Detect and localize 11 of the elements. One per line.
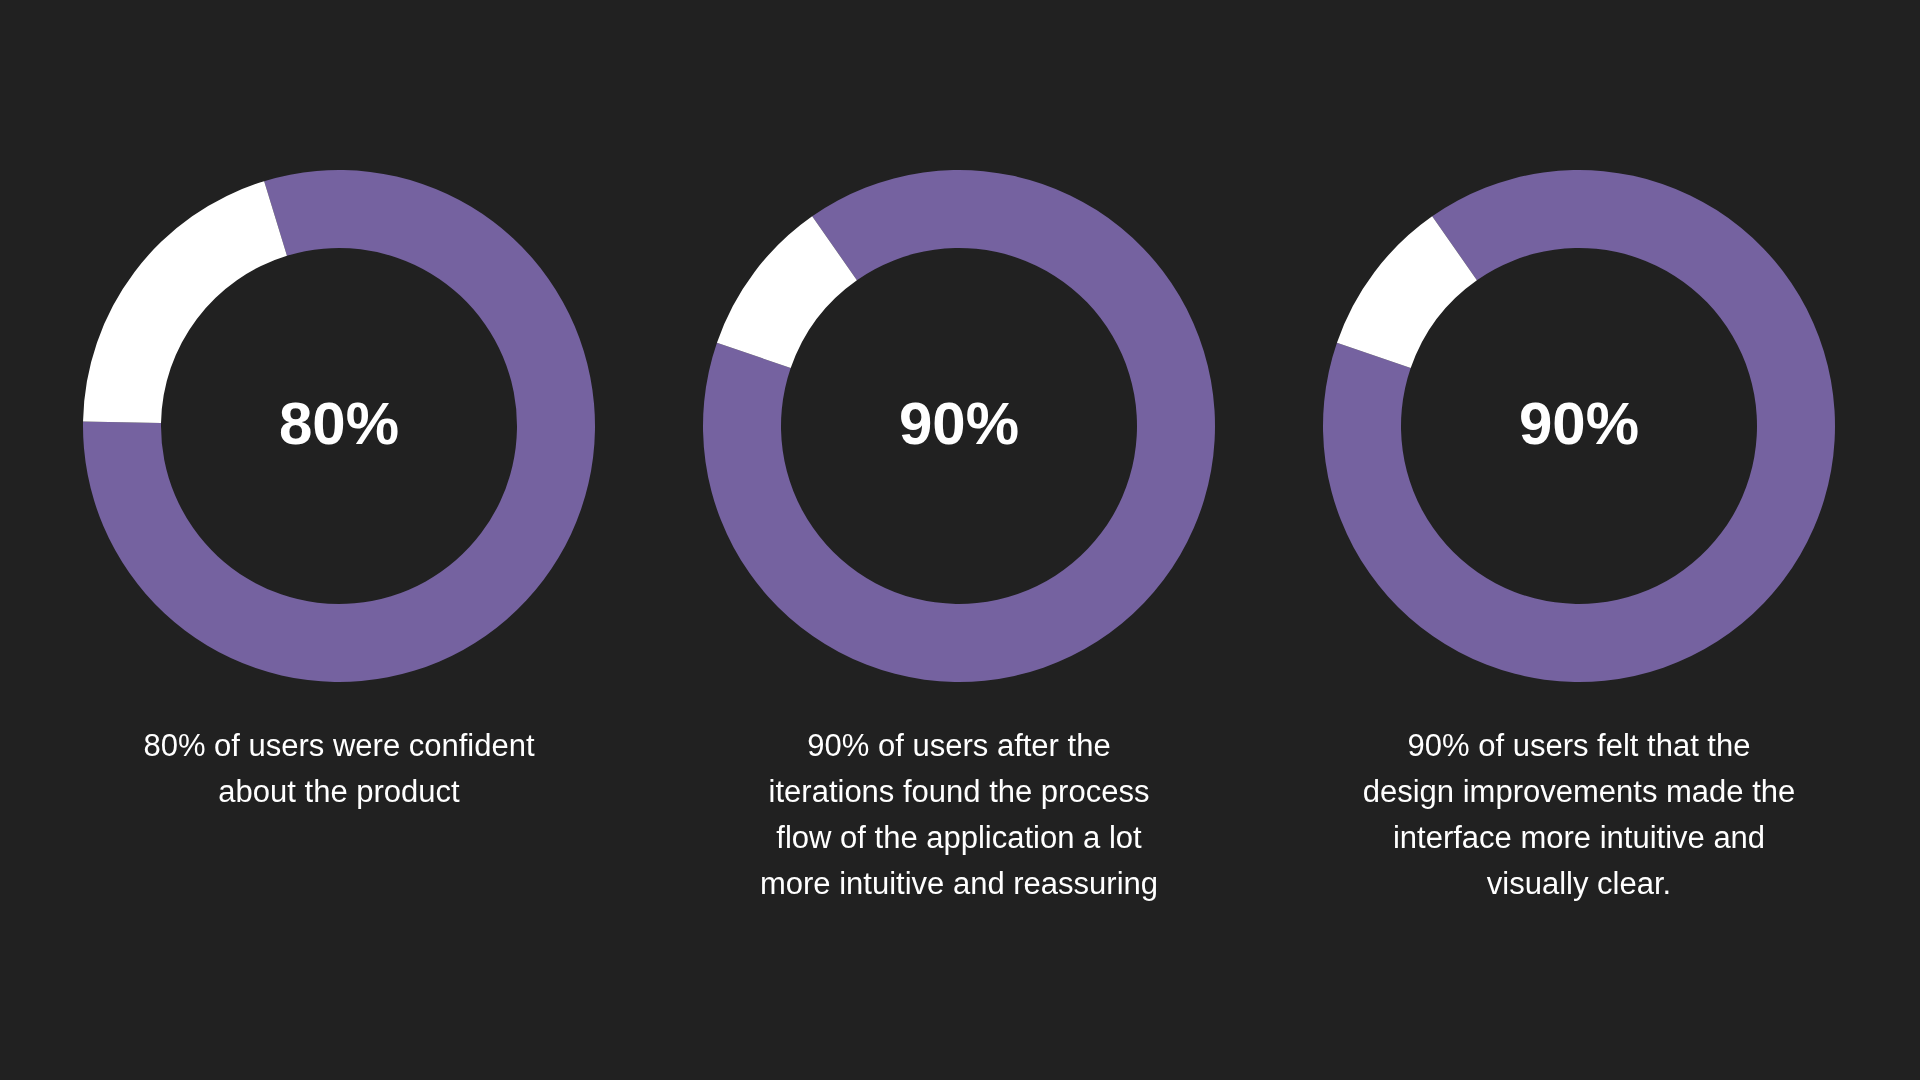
donut-slice bbox=[716, 216, 857, 369]
text: 90% bbox=[898, 390, 1020, 457]
text: 90% of users after the iterations found the process flow of the application a lot more intuitive and reassuring bbox=[759, 728, 1159, 901]
donut-slice bbox=[703, 170, 1215, 682]
donut-slice bbox=[1336, 216, 1477, 369]
text: 80% of users were confident about the product bbox=[143, 728, 535, 809]
text: 90% of users felt that the design improvements made the interface more intuitive and visually clear. bbox=[1362, 728, 1796, 901]
donut-slice bbox=[1323, 170, 1835, 682]
text: 80% bbox=[278, 390, 400, 457]
donut-slice bbox=[83, 170, 595, 682]
text: 90% bbox=[1518, 390, 1640, 457]
